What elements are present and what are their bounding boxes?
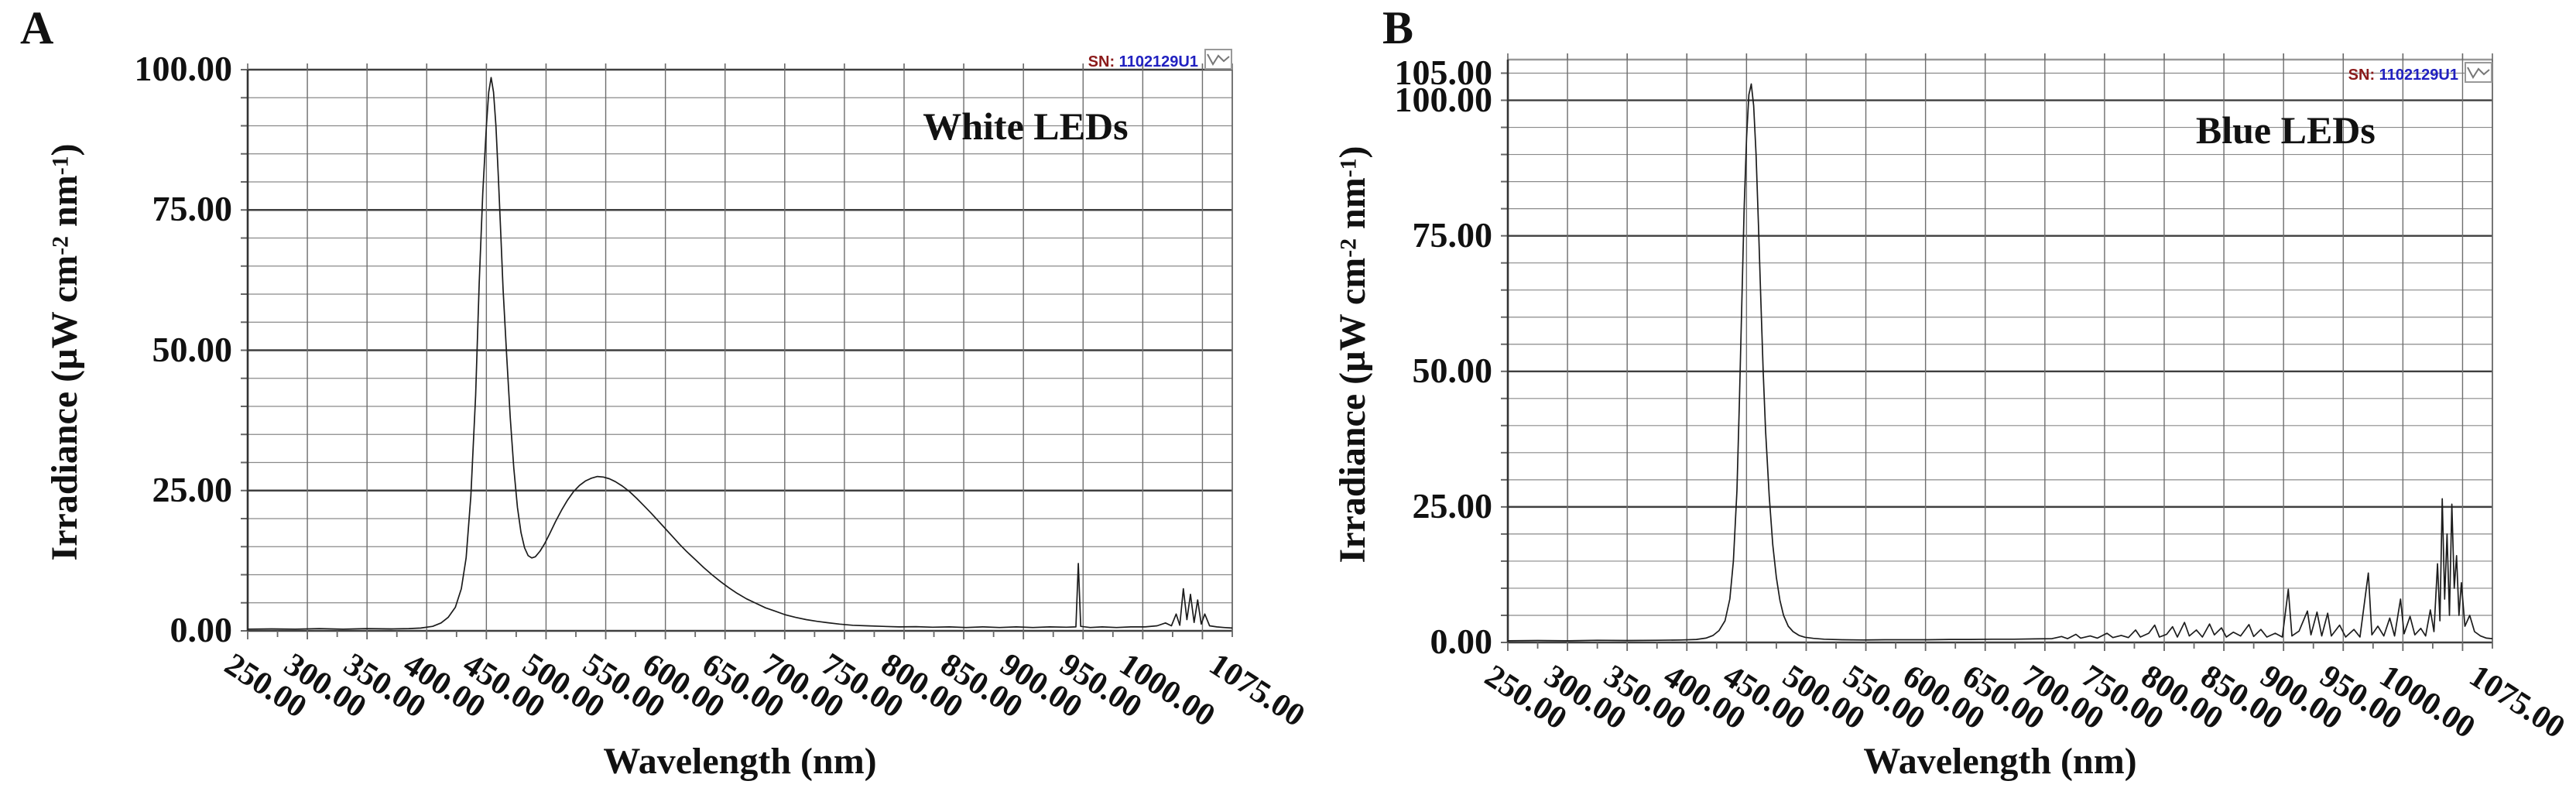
spectrum-chart — [241, 63, 1233, 639]
spectrum-curve — [1507, 83, 2493, 642]
spectrum-waveform-icon — [1204, 49, 1232, 70]
plot-area: White LEDs SN: 1102129U1 — [241, 49, 1233, 639]
x-axis-title: Wavelength (nm) — [1863, 741, 2137, 782]
serial-number-badge: SN: 1102129U1 — [1088, 49, 1232, 70]
spectrum-chart — [1501, 53, 2493, 651]
panel-letter-b: B — [1382, 2, 1414, 53]
y-tick-label: 75.00 — [1412, 214, 1493, 255]
serial-number-text: SN: 1102129U1 — [2348, 67, 2458, 83]
y-axis-title-text: ) — [44, 143, 85, 156]
y-axis-title-superscript: -1 — [1335, 158, 1362, 178]
y-tick-label: 25.00 — [152, 469, 233, 509]
panel-letter-a: A — [20, 2, 54, 53]
panel-white-leds: A Irradiance (µW cm-2 nm-1) White LEDs S… — [20, 2, 1311, 782]
series-annotation: White LEDs — [923, 104, 1129, 148]
y-tick-label: 50.00 — [1412, 350, 1493, 390]
y-axis-title-superscript: -2 — [47, 235, 74, 255]
sn-prefix: SN: — [2348, 67, 2376, 84]
y-axis-title-text: ) — [1332, 146, 1373, 159]
sn-value: 1102129U1 — [2379, 67, 2458, 84]
x-tick-label: 1075.00 — [2463, 658, 2571, 746]
spectrum-waveform-icon — [2465, 62, 2492, 83]
serial-number-text: SN: 1102129U1 — [1088, 54, 1198, 70]
y-axis-title-text: Irradiance (µW cm — [44, 255, 85, 561]
series-annotation: Blue LEDs — [2195, 108, 2376, 152]
serial-number-badge: SN: 1102129U1 — [2348, 62, 2492, 83]
y-tick-label: 25.00 — [1412, 485, 1493, 526]
y-tick-label: 50.00 — [152, 329, 233, 369]
sn-value: 1102129U1 — [1118, 53, 1198, 70]
y-tick-label: 75.00 — [152, 189, 233, 229]
y-tick-label: 0.00 — [1430, 622, 1493, 661]
y-tick-label: 100.00 — [134, 49, 233, 88]
panel-blue-leds: B Irradiance (µW cm-2 nm-1) Blue LEDs SN… — [1288, 0, 2576, 805]
spectrum-curve — [247, 77, 1233, 630]
y-axis-title-superscript: -1 — [47, 156, 74, 176]
y-tick-label: 100.00 — [1394, 79, 1493, 119]
x-axis-title: Wavelength (nm) — [603, 741, 877, 782]
y-tick-label: 105.00 — [1394, 52, 1493, 92]
plot-area: Blue LEDs SN: 1102129U1 — [1501, 53, 2493, 651]
y-tick-label: 0.00 — [170, 610, 233, 649]
sn-prefix: SN: — [1088, 53, 1115, 70]
